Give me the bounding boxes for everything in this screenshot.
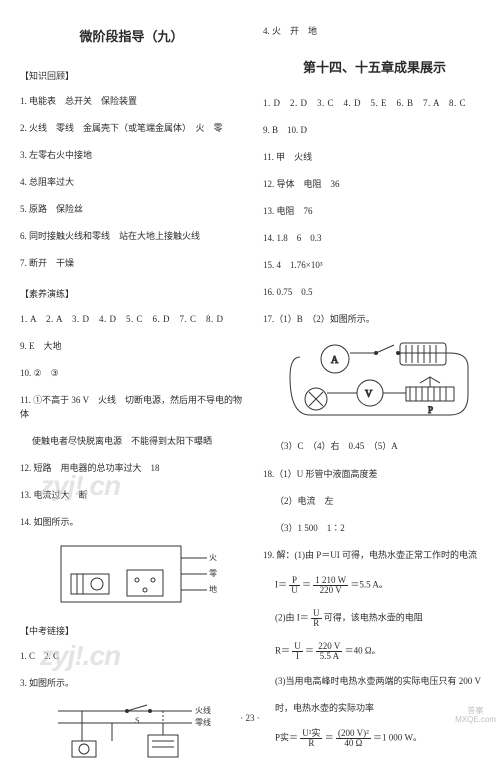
- label: 零线: [209, 568, 217, 578]
- answer-row: 1. A 2. A 3. D 4. D 5. C 6. D 7. C 8. D: [20, 313, 243, 326]
- label: 地线: [209, 584, 217, 594]
- text-line: 14. 1.8 6 0.3: [263, 232, 486, 245]
- text-line: 12. 短路 用电器的总功率过大 18: [20, 462, 243, 475]
- text-line: 1. C 2. C: [20, 650, 243, 663]
- right-column: 4. 火 开 地 第十四、十五章成果展示 1. D 2. D 3. C 4. D…: [253, 18, 486, 715]
- text-line: 13. 电流过大 断: [20, 489, 243, 502]
- text-line: 15. 4 1.76×10³: [263, 259, 486, 272]
- page-columns: 微阶段指导（九） 【知识回顾】 1. 电能表 总开关 保险装置 2. 火线 零线…: [20, 18, 486, 715]
- section-practice: 【素养演练】: [20, 287, 243, 300]
- section-knowledge: 【知识回顾】: [20, 69, 243, 82]
- svg-text:P: P: [428, 405, 433, 415]
- site-badge: 答案MXQE.com: [455, 707, 496, 725]
- page-number: · 23 ·: [0, 713, 500, 723]
- equation: I＝ PU ＝ 1 210 W220 V ＝5.5 A。: [263, 576, 486, 595]
- answer-row: 9. B 10. D: [263, 124, 486, 137]
- equation: P实＝ U²实R ＝ (200 V)²40 Ω ＝1 000 W。: [263, 729, 486, 748]
- equation: R＝ UI ＝ 220 V5.5 A ＝40 Ω。: [263, 642, 486, 661]
- left-column: 微阶段指导（九） 【知识回顾】 1. 电能表 总开关 保险装置 2. 火线 零线…: [20, 18, 253, 715]
- text-line: 19. 解：(1)由 P＝UI 可得，电热水壶正常工作时的电流: [263, 549, 486, 562]
- figure-14: 火线 零线 地线: [30, 540, 243, 610]
- text-line: 2. 火线 零线 金属壳下（或笔端金属体） 火 零: [20, 122, 243, 135]
- text-line: 13. 电阻 76: [263, 205, 486, 218]
- text-line: (3)当用电高峰时电热水壶两端的实际电压只有 200 V: [263, 675, 486, 688]
- svg-text:V: V: [365, 389, 373, 400]
- right-title: 第十四、十五章成果展示: [263, 57, 486, 76]
- left-title: 微阶段指导（九）: [20, 26, 243, 45]
- text-line: 11. ①不高于 36 V 火线 切断电源，然后用不导电的物体: [20, 394, 243, 420]
- text-line: 4. 总阻率过大: [20, 176, 243, 189]
- svg-text:A: A: [331, 355, 339, 366]
- text-line: （3）1 500 1∶2: [263, 522, 486, 535]
- label: 火线: [209, 552, 217, 562]
- text-line: 4. 火 开 地: [263, 25, 486, 38]
- text-line: 11. 甲 火线: [263, 151, 486, 164]
- text-line: 6. 同时接触火线和零线 站在大地上接触火线: [20, 230, 243, 243]
- text-line: 16. 0.75 0.5: [263, 286, 486, 299]
- text-line: （3）C （4）右 0.45 （5）A: [263, 440, 486, 453]
- eq-part: I＝: [275, 579, 287, 589]
- answer-row: 1. D 2. D 3. C 4. D 5. E 6. B 7. A 8. C: [263, 97, 486, 110]
- text-line: 9. E 大地: [20, 340, 243, 353]
- text-line: 10. ② ③: [20, 367, 243, 380]
- text-line: 1. 电能表 总开关 保险装置: [20, 95, 243, 108]
- text-line: 3. 如图所示。: [20, 677, 243, 690]
- text-line: 17.（1）B （2）如图所示。: [263, 313, 486, 326]
- text-line: 使触电者尽快脱离电源 不能得到太阳下曝晒: [20, 435, 243, 448]
- text-line: (2)由 I＝ UR 可得，该电热水壶的电阻: [263, 609, 486, 628]
- section-exam: 【中考链接】: [20, 624, 243, 637]
- text-line: 3. 左零右火中接地: [20, 149, 243, 162]
- text-line: 7. 断开 干燥: [20, 257, 243, 270]
- figure-17: A V P: [273, 337, 486, 429]
- text-line: 18.（1）U 形管中液面高度差: [263, 468, 486, 481]
- figure-3: 火线 零线 S: [30, 701, 243, 771]
- text-line: 12. 导体 电阻 36: [263, 178, 486, 191]
- text-line: 5. 原路 保险丝: [20, 203, 243, 216]
- text-line: （2）电流 左: [263, 495, 486, 508]
- text-line: 14. 如图所示。: [20, 516, 243, 529]
